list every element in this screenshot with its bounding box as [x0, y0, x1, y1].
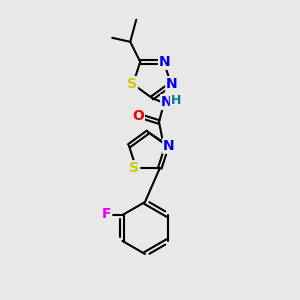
- Text: S: S: [127, 77, 137, 91]
- Text: O: O: [132, 109, 144, 123]
- Text: F: F: [102, 207, 111, 221]
- Text: S: S: [129, 161, 139, 175]
- Text: N: N: [163, 139, 175, 153]
- Text: N: N: [166, 77, 178, 91]
- Text: N: N: [161, 95, 173, 109]
- Text: H: H: [171, 94, 181, 106]
- Text: N: N: [159, 55, 171, 69]
